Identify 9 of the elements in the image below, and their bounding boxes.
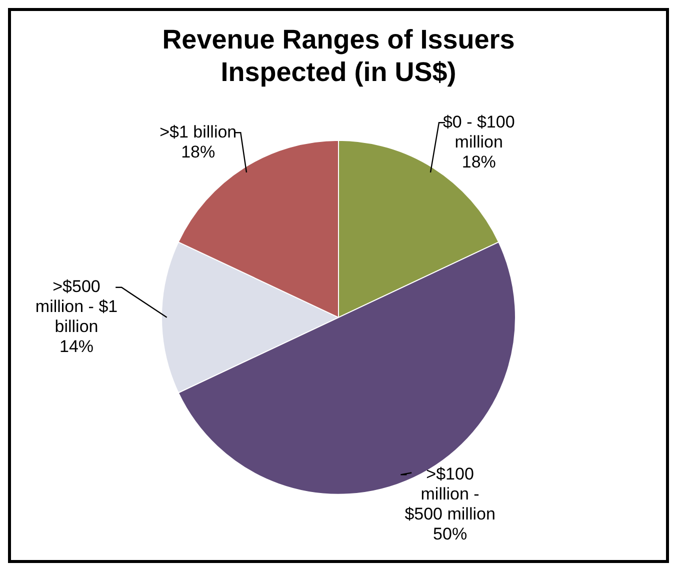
data-label: 18% xyxy=(462,152,496,172)
data-label: 50% xyxy=(433,524,468,544)
slice-label: >$500 million - $1 billion xyxy=(35,277,118,336)
data-label: 18% xyxy=(181,142,216,162)
chart-title: Revenue Ranges of Issuers Inspected (in US$) xyxy=(162,24,515,88)
slice-label: >$100 million - $500 million xyxy=(404,464,496,524)
data-label: 14% xyxy=(59,337,94,356)
slice-label: $0 - $100 million xyxy=(442,112,515,152)
slice-label: >$1 billion xyxy=(160,122,237,142)
